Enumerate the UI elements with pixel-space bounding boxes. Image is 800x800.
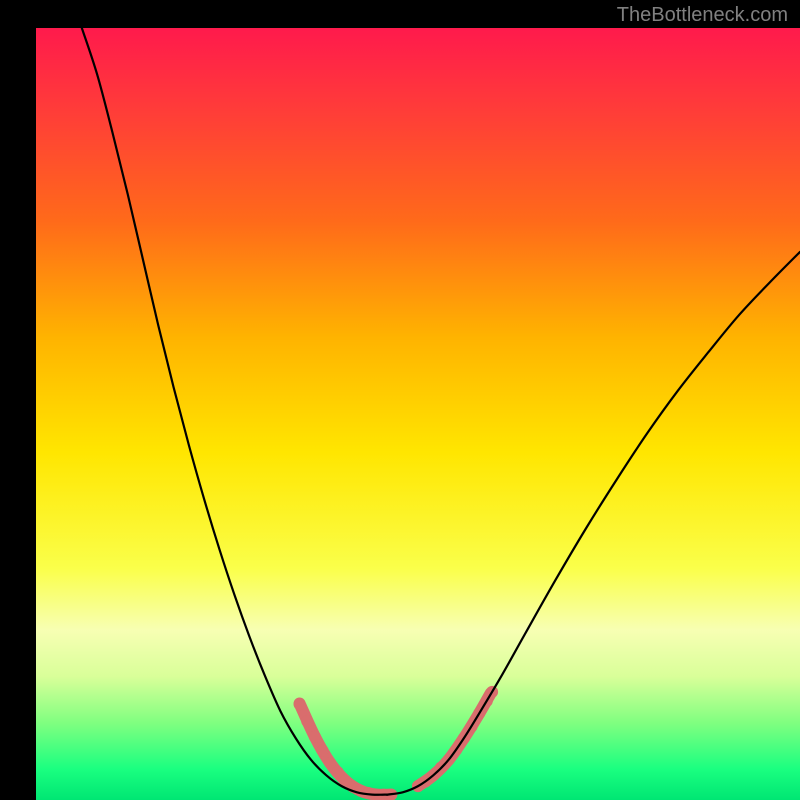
highlight-dot	[324, 757, 336, 769]
chart-background-gradient	[36, 28, 800, 800]
chart-plot-area	[36, 28, 800, 800]
chart-svg	[36, 28, 800, 800]
watermark-text: TheBottleneck.com	[617, 4, 788, 27]
highlight-dot	[317, 745, 329, 757]
highlight-dot	[309, 731, 321, 743]
highlight-dot	[294, 698, 306, 710]
highlight-dot	[301, 715, 313, 727]
